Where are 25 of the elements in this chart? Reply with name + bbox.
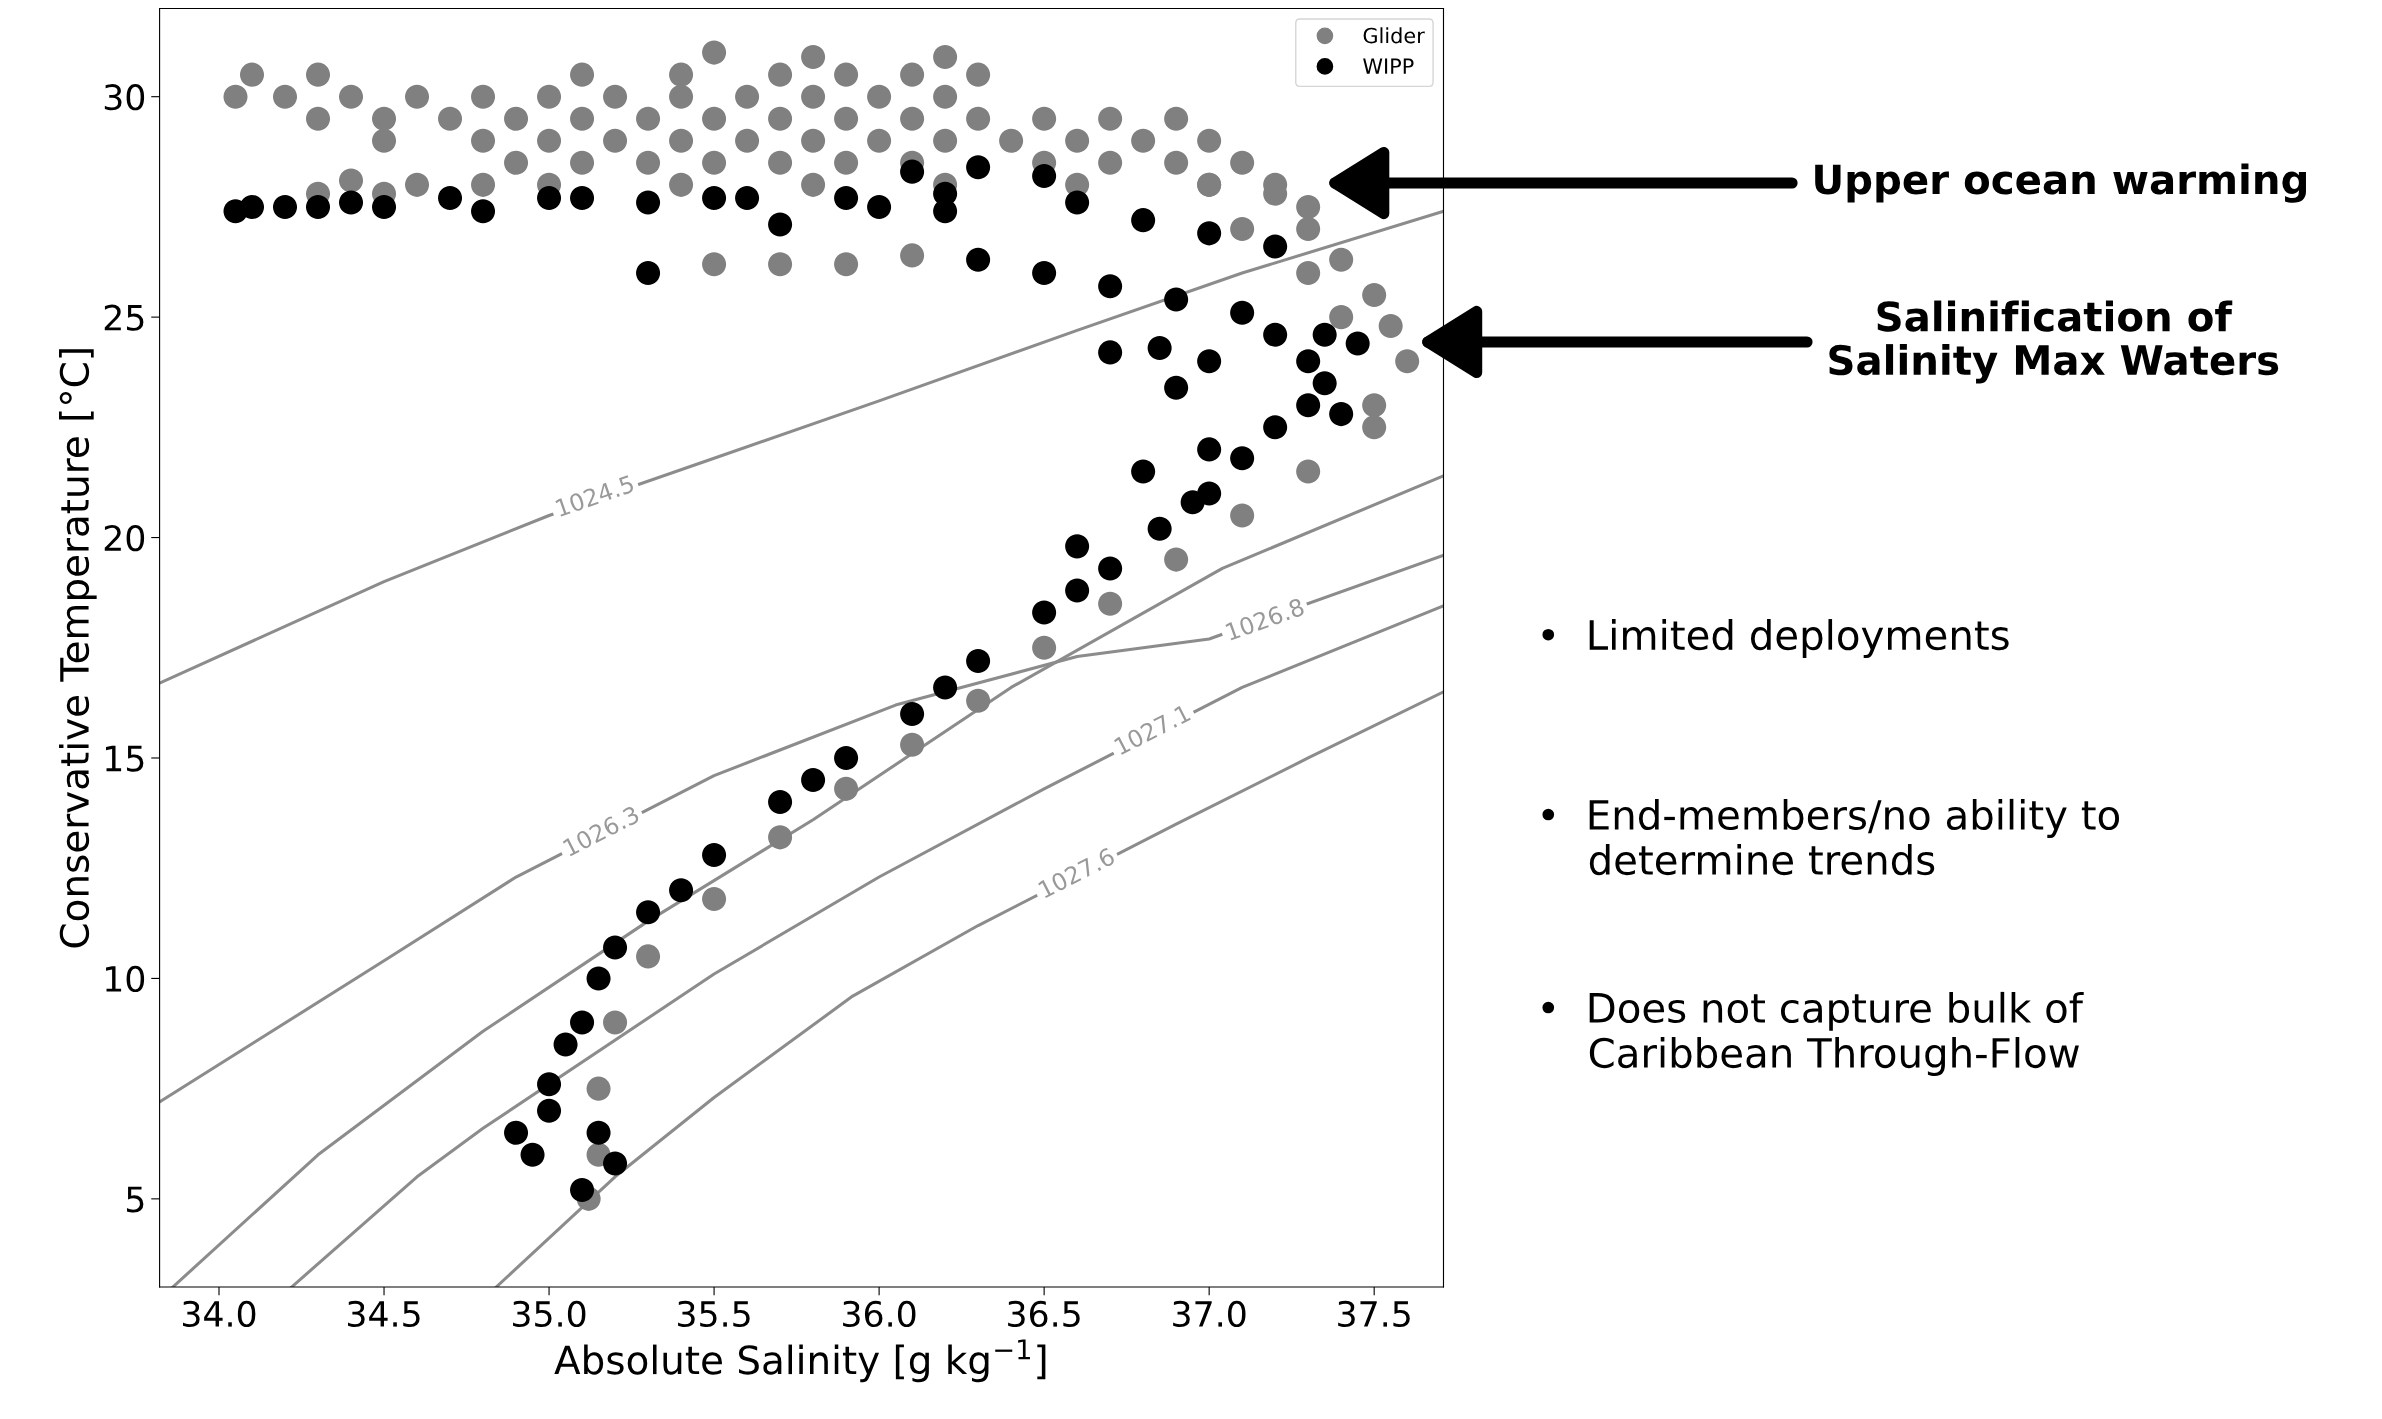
line-series: [494, 690, 1444, 1288]
text: Salinification of Salinity Max Waters: [1829, 300, 2279, 384]
x-tick-label: 34.5: [348, 1300, 420, 1328]
y-tick-label: 20: [104, 524, 145, 552]
text: • End-members/no ability to determine trends: [1542, 798, 2119, 876]
text: • Does not capture bulk of Caribbean Through-Flow: [1542, 991, 2084, 1076]
x-tick-label: 37.5: [1338, 1300, 1410, 1328]
y-tick-label: 5: [126, 1186, 144, 1213]
x-tick-label: 34.0: [183, 1300, 256, 1328]
line-series: [159, 209, 1444, 685]
legend-label: WIPP: [1363, 58, 1414, 74]
y-axis-title: Conservative Temperature [°C]: [59, 349, 97, 948]
x-axis-title: Absolute Salinity [g kg$^{−1}$]: [554, 1339, 1046, 1383]
text: Upper ocean warming: [1815, 163, 2306, 203]
x-tick-label: 36.5: [1008, 1300, 1080, 1328]
x-tick-label: 37.0: [1173, 1300, 1246, 1328]
legend-label: Glider: [1363, 27, 1425, 44]
y-tick-label: 30: [104, 84, 145, 111]
x-tick-label: 35.0: [513, 1300, 586, 1328]
y-tick-label: 25: [104, 304, 144, 331]
x-tick-label: 36.0: [843, 1300, 916, 1328]
y-tick-label: 15: [106, 745, 144, 772]
y-tick-label: 10: [106, 965, 145, 993]
x-tick-label: 35.5: [678, 1300, 750, 1328]
text: • Limited deployments: [1542, 619, 2009, 659]
